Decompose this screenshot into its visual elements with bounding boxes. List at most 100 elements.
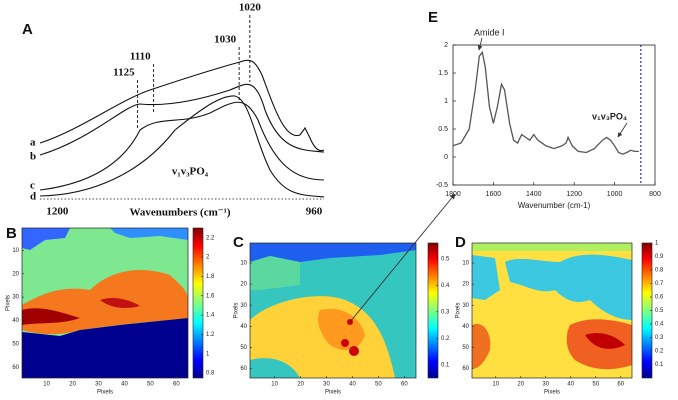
peak-label: 1030: [214, 34, 237, 46]
peak-label: 1125: [113, 67, 135, 79]
x-tick-label: 10: [271, 382, 278, 388]
colorbar-tick-label: 1.4: [206, 313, 215, 319]
annotation-arrow: [617, 122, 628, 138]
x-tick-label: 20: [517, 382, 524, 388]
colorbar-tick-label: 0.7: [655, 281, 664, 287]
x-tick-label: 60: [401, 382, 408, 388]
x-tick-label: 10: [43, 382, 50, 388]
y-tick-label: 30: [462, 303, 469, 309]
y-axis-label: Pixels: [456, 302, 462, 318]
y-tick-label: 20: [462, 282, 469, 288]
colorbar-tick-label: 1.2: [206, 332, 215, 338]
x-tick-label: 40: [121, 382, 128, 388]
colorbar-tick-label: 0.3: [441, 309, 450, 315]
x-tick-label: 1200: [566, 191, 582, 198]
heatmap-image: [472, 243, 632, 378]
colorbar-tick-label: 0.4: [441, 283, 450, 289]
annotation: v₁v₃PO₄: [172, 166, 209, 178]
heatmap-image: [250, 243, 416, 378]
x-tick-label: 50: [147, 382, 154, 388]
y-tick-label: 10: [12, 248, 19, 254]
spectra: [39, 59, 325, 200]
panel-letter: E: [428, 9, 438, 26]
x-tick-label: 30: [323, 382, 330, 388]
colorbar-tick-label: 0.5: [441, 256, 450, 262]
x-axis-label: Pixels: [544, 390, 560, 396]
x-axis-label: Pixels: [325, 390, 341, 396]
spectrum-curve: [39, 101, 325, 191]
x-tick-label: 10: [492, 382, 499, 388]
y-tick-label: 10: [462, 261, 469, 267]
heatmap-image: [22, 228, 188, 378]
y-tick-label: 1.5: [438, 70, 448, 77]
curve-label: a: [30, 137, 36, 149]
x-tick-label: 1800: [445, 191, 461, 198]
x-tick-label: 50: [592, 382, 599, 388]
colorbar-tick-label: 0.8: [206, 371, 215, 377]
colorbar-tick-label: 0.8: [655, 268, 664, 274]
colorbar-tick-label: 0.3: [655, 335, 664, 341]
colorbar-tick-label: 1.6: [206, 293, 215, 299]
annotation: Amide I: [474, 27, 505, 37]
link-arrow: [349, 193, 456, 323]
colorbar: [427, 242, 439, 379]
x-tick-label: 800: [649, 191, 661, 198]
y-tick-label: 20: [12, 271, 19, 277]
x-tick-label: 1000: [607, 191, 623, 198]
y-tick-label: 30: [12, 295, 19, 301]
y-tick-label: 0.5: [438, 126, 448, 133]
plot-frame: [249, 242, 417, 379]
x-tick-label: 50: [375, 382, 382, 388]
x-tick-label: 960: [306, 206, 323, 218]
panel-letter: B: [6, 225, 17, 242]
y-tick-label: 50: [462, 345, 469, 351]
y-tick-label: 50: [12, 342, 19, 348]
panel-letter: A: [22, 21, 33, 38]
plot-frame: [471, 242, 633, 379]
curve-label: b: [30, 151, 36, 163]
peak-label: 1020: [239, 2, 262, 14]
x-tick-label: 1600: [486, 191, 502, 198]
annotation: v₁v₃PO₄: [592, 111, 627, 121]
x-tick-label: 1200: [46, 206, 69, 218]
y-tick-label: 2: [444, 42, 448, 49]
colorbar-tick-label: 0.4: [655, 322, 664, 328]
curve-label: c: [30, 180, 35, 192]
colorbar-tick-label: 0.1: [441, 362, 450, 368]
panel-letter: C: [233, 234, 244, 251]
spectrum-line: [452, 50, 639, 155]
x-axis-label: Wavenumbers (cm⁻¹): [129, 207, 230, 219]
colorbar-tick-label: 2: [206, 255, 210, 261]
y-tick-label: 60: [12, 365, 19, 371]
colorbar-tick-label: 1: [206, 351, 210, 357]
peak-label: 1110: [130, 51, 151, 63]
colorbar-tick-label: 0.9: [655, 254, 664, 260]
y-tick-label: 0: [444, 154, 448, 161]
y-axis-label: Pixels: [6, 295, 12, 311]
spectrum-curve: [39, 95, 325, 198]
colorbar-tick-label: 0.2: [441, 336, 450, 342]
x-tick-label: 30: [542, 382, 549, 388]
colorbar-tick-label: 1: [655, 241, 659, 247]
x-axis-label: Wavenumber (cm-1): [518, 201, 591, 210]
x-tick-label: 40: [567, 382, 574, 388]
colorbar-tick-label: 0.1: [655, 362, 664, 368]
colorbar-tick-label: 0.6: [655, 295, 664, 301]
y-tick-label: 40: [240, 324, 247, 330]
x-tick-label: 20: [297, 382, 304, 388]
x-tick-label: 30: [95, 382, 102, 388]
y-tick-label: 50: [240, 345, 247, 351]
y-tick-label: 40: [462, 324, 469, 330]
x-tick-label: 1400: [526, 191, 542, 198]
panel-letter: D: [455, 234, 466, 251]
y-tick-label: 10: [240, 261, 247, 267]
colorbar-tick-label: 1.8: [206, 274, 215, 280]
y-tick-label: 30: [240, 303, 247, 309]
x-tick-label: 60: [617, 382, 624, 388]
y-tick-label: -0.5: [436, 182, 448, 189]
y-tick-label: 60: [240, 366, 247, 372]
y-tick-label: 40: [12, 318, 19, 324]
plot-frame: [452, 44, 656, 186]
annotation-arrow: [477, 37, 483, 51]
